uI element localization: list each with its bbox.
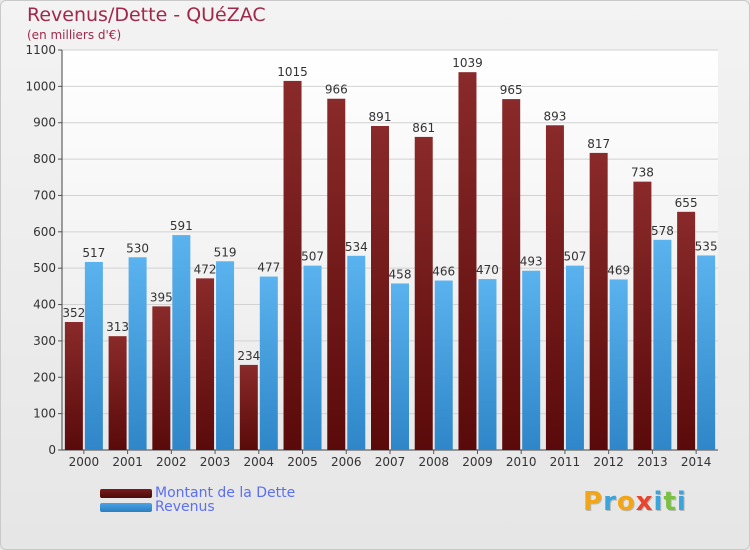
x-tick-label: 2010 xyxy=(506,455,537,469)
data-label: 493 xyxy=(520,255,543,269)
x-tick-label: 2012 xyxy=(593,455,624,469)
chart-subtitle: (en milliers d'€) xyxy=(27,28,122,42)
y-tick-label: 600 xyxy=(33,225,56,239)
bar-dette xyxy=(64,322,83,450)
data-label: 469 xyxy=(607,263,630,277)
legend-swatch-revenus xyxy=(100,503,152,512)
plot-area xyxy=(62,50,718,450)
data-label: 395 xyxy=(150,290,173,304)
bar-revenus xyxy=(84,262,103,450)
y-tick-label: 0 xyxy=(48,443,56,457)
x-tick-label: 2001 xyxy=(112,455,143,469)
data-label: 507 xyxy=(301,250,324,264)
bar-revenus xyxy=(216,261,235,450)
x-tick-label: 2014 xyxy=(681,455,712,469)
bar-dette xyxy=(458,72,477,450)
legend-label-revenus: Revenus xyxy=(155,499,215,515)
data-label: 534 xyxy=(345,240,368,254)
data-label: 458 xyxy=(389,267,412,281)
data-label: 655 xyxy=(675,196,698,210)
data-label: 1015 xyxy=(277,65,308,79)
data-label: 517 xyxy=(82,246,105,260)
bar-dette xyxy=(152,306,171,450)
data-label: 530 xyxy=(126,241,149,255)
data-label: 1039 xyxy=(452,56,483,70)
data-label: 578 xyxy=(651,224,674,238)
legend-swatch-dette xyxy=(100,489,152,498)
bar-revenus xyxy=(565,265,584,450)
x-tick-label: 2005 xyxy=(287,455,318,469)
bar-revenus xyxy=(128,257,147,450)
bar-dette xyxy=(327,98,346,451)
y-tick-label: 100 xyxy=(33,407,56,421)
data-label: 965 xyxy=(500,83,523,97)
legend-label-dette: Montant de la Dette xyxy=(155,485,296,501)
data-label: 891 xyxy=(369,110,392,124)
x-tick-label: 2008 xyxy=(418,455,449,469)
data-label: 535 xyxy=(695,239,718,253)
bar-revenus xyxy=(609,279,628,450)
bar-revenus xyxy=(478,279,497,450)
bar-revenus xyxy=(697,255,716,450)
data-label: 861 xyxy=(412,121,435,135)
y-tick-label: 700 xyxy=(33,188,56,202)
bar-dette xyxy=(633,181,652,451)
y-tick-label: 900 xyxy=(33,116,56,130)
bar-dette xyxy=(677,211,696,450)
bar-revenus xyxy=(259,276,278,450)
bar-dette xyxy=(414,136,433,450)
bar-revenus xyxy=(347,255,366,450)
data-label: 470 xyxy=(476,263,499,277)
data-label: 893 xyxy=(543,109,566,123)
bar-revenus xyxy=(391,283,409,450)
data-label: 738 xyxy=(631,166,654,180)
proxiti-logo: Proxiti xyxy=(583,487,687,517)
y-tick-label: 200 xyxy=(33,370,56,384)
x-tick-label: 2013 xyxy=(637,455,668,469)
data-label: 817 xyxy=(587,137,610,151)
x-tick-label: 2002 xyxy=(156,455,187,469)
bar-revenus xyxy=(653,239,672,450)
bar-revenus xyxy=(434,280,453,450)
data-label: 966 xyxy=(325,83,348,97)
y-tick-label: 500 xyxy=(33,261,56,275)
x-tick-label: 2011 xyxy=(550,455,581,469)
x-tick-label: 2004 xyxy=(244,455,275,469)
data-label: 507 xyxy=(563,250,586,264)
bar-dette xyxy=(196,278,215,450)
bar-dette xyxy=(108,336,127,450)
y-tick-label: 400 xyxy=(33,298,56,312)
data-label: 591 xyxy=(170,219,193,233)
x-tick-label: 2003 xyxy=(200,455,231,469)
x-tick-label: 2000 xyxy=(69,455,100,469)
bar-dette xyxy=(545,125,564,450)
x-tick-label: 2006 xyxy=(331,455,362,469)
bar-dette xyxy=(589,152,608,450)
y-tick-label: 1000 xyxy=(25,79,56,93)
data-label: 519 xyxy=(214,245,237,259)
bar-dette xyxy=(502,99,521,450)
chart-title: Revenus/Dette - QUéZAC xyxy=(27,4,266,26)
bar-dette xyxy=(239,364,258,450)
data-label: 466 xyxy=(432,265,455,279)
data-label: 234 xyxy=(237,349,260,363)
bar-dette xyxy=(283,80,302,450)
y-tick-label: 300 xyxy=(33,334,56,348)
y-tick-label: 800 xyxy=(33,152,56,166)
y-tick-label: 1100 xyxy=(25,43,56,57)
x-tick-label: 2007 xyxy=(375,455,406,469)
data-label: 313 xyxy=(106,320,129,334)
bar-dette xyxy=(371,126,389,450)
bar-revenus xyxy=(522,270,541,450)
data-label: 352 xyxy=(62,306,85,320)
data-label: 472 xyxy=(194,262,217,276)
x-tick-label: 2009 xyxy=(462,455,493,469)
data-label: 477 xyxy=(257,261,280,275)
bar-revenus xyxy=(172,235,191,450)
bar-revenus xyxy=(303,265,322,450)
